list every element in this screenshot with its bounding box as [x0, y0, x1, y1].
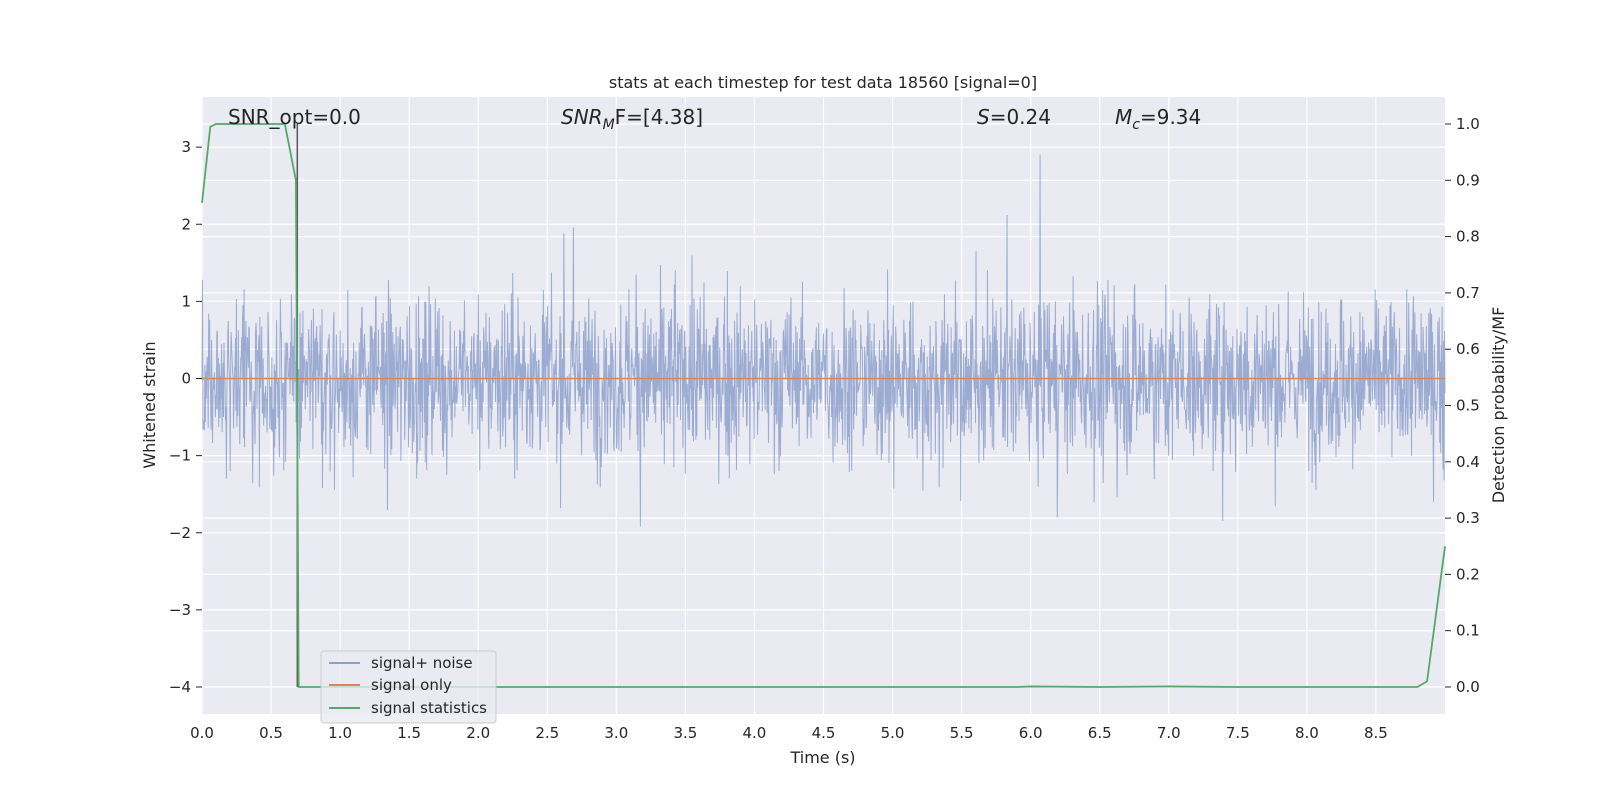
x-tick-label: 4.0	[743, 724, 767, 742]
legend-label-signal-only: signal only	[371, 676, 452, 694]
y-tick-label: −1	[169, 447, 191, 465]
y2-tick-label: 0.5	[1456, 397, 1480, 415]
x-tick-label: 6.0	[1019, 724, 1043, 742]
annotation-mc-rest: =9.34	[1140, 105, 1201, 129]
y-tick-label: −2	[169, 524, 191, 542]
x-tick-label: 3.5	[673, 724, 697, 742]
x-tick-label: 0.5	[259, 724, 283, 742]
annotation-s-main: S	[977, 105, 990, 129]
y-tick-label: 1	[181, 292, 191, 310]
statistics-line	[201, 123, 1446, 688]
x-tick-label: 5.5	[950, 724, 974, 742]
annotation-s-rest: =0.24	[990, 105, 1051, 129]
y-tick-label: 0	[181, 370, 191, 388]
annotation-snr-opt: SNR_opt=0.0	[228, 105, 361, 129]
x-tick-label: 4.5	[812, 724, 836, 742]
legend-label-noise: signal+ noise	[371, 654, 473, 672]
y2-tick-label: 1.0	[1456, 115, 1480, 133]
x-tick-label: 0.0	[190, 724, 214, 742]
y2-tick-label: 0.2	[1456, 565, 1480, 583]
x-axis-label: Time (s)	[789, 748, 855, 767]
annotation-s: S=0.24	[977, 105, 1051, 129]
y-tick-label: −4	[169, 678, 191, 696]
y-tick-label: 3	[181, 138, 191, 156]
axis-ticks: 0.0 0.5 1.0 1.5 2.0 2.5 3.0 3.5 4.0 4.5 5.0 5.5 6.0 6…	[169, 115, 1480, 742]
annotation-mc-sub: c	[1132, 117, 1140, 133]
y2-axis-label: Detection probability/MF	[1489, 307, 1508, 504]
y2-tick-label: 0.1	[1456, 622, 1480, 640]
annotation-mc: Mc=9.34	[1115, 105, 1201, 133]
x-tick-label: 8.0	[1295, 724, 1319, 742]
y2-tick-label: 0.9	[1456, 171, 1480, 189]
y2-tick-label: 0.0	[1456, 678, 1480, 696]
y-tick-label: 2	[181, 215, 191, 233]
y2-tick-label: 0.6	[1456, 340, 1480, 358]
x-tick-label: 1.0	[328, 724, 352, 742]
annotation-snr-mf-rest: F=[4.38]	[615, 105, 703, 129]
x-tick-label: 1.5	[397, 724, 421, 742]
x-tick-label: 7.5	[1226, 724, 1250, 742]
y2-tick-label: 0.7	[1456, 284, 1480, 302]
series-lines	[201, 123, 1446, 688]
y2-tick-label: 0.3	[1456, 509, 1480, 527]
annotation-snr-mf: SNRMF=[4.38]	[561, 105, 703, 133]
x-tick-label: 8.5	[1364, 724, 1388, 742]
y2-tick-label: 0.8	[1456, 228, 1480, 246]
annotation-snr-mf-main: SNR	[561, 105, 603, 129]
x-tick-label: 3.0	[604, 724, 628, 742]
annotation-mc-main: M	[1115, 105, 1132, 129]
x-tick-label: 5.0	[881, 724, 905, 742]
y-axis-label: Whitened strain	[140, 341, 159, 468]
legend: signal+ noise signal only signal statist…	[320, 650, 497, 724]
legend-box	[320, 650, 497, 724]
x-tick-label: 2.0	[466, 724, 490, 742]
x-tick-label: 6.5	[1088, 724, 1112, 742]
legend-label-statistics: signal statistics	[371, 699, 487, 717]
noise-series-line	[201, 154, 1446, 527]
noise-trace	[201, 154, 1446, 527]
x-tick-label: 7.0	[1157, 724, 1181, 742]
y-tick-label: −3	[169, 601, 191, 619]
chart-title: stats at each timestep for test data 185…	[609, 73, 1037, 92]
x-tick-label: 2.5	[535, 724, 559, 742]
y2-tick-label: 0.4	[1456, 453, 1480, 471]
annotation-snr-mf-sub: M	[603, 117, 615, 133]
